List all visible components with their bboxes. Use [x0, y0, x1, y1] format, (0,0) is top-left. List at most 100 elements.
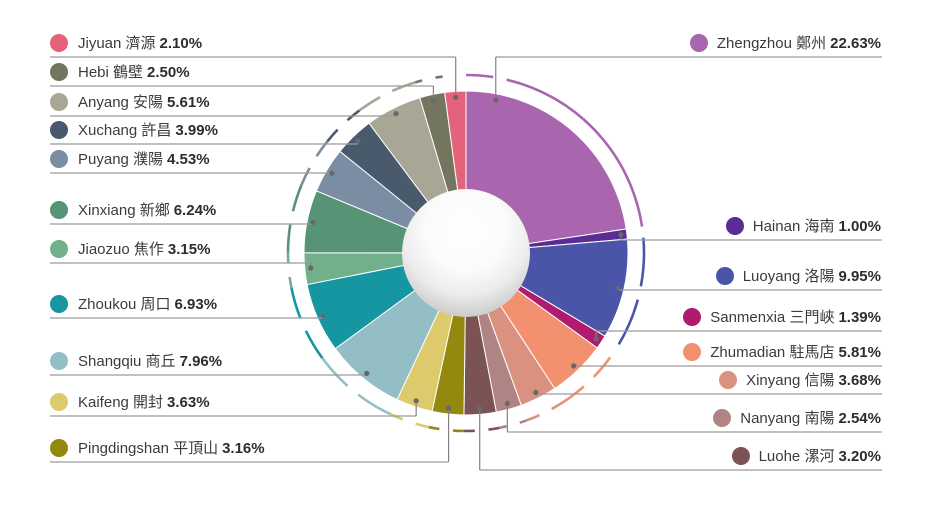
- legend-percent-sanmenxia: 1.39%: [838, 309, 881, 326]
- legend-label-luoyang: Luoyang 洛陽: [742, 268, 835, 285]
- legend-percent-kaifeng: 3.63%: [167, 394, 210, 411]
- legend-color-dot-xinyang: [719, 371, 738, 389]
- legend-percent-luohe: 3.20%: [838, 448, 881, 465]
- legend-label-xuchang: Xuchang 許昌: [78, 122, 172, 139]
- leader-dot-sanmenxia: [593, 336, 599, 342]
- legend-color-dot-xinxiang: [50, 201, 68, 219]
- legend-label-shangqiu: Shangqiu 商丘: [78, 353, 176, 370]
- legend-percent-jiyuan: 2.10%: [159, 35, 203, 52]
- legend-item-kaifeng: Kaifeng 開封 3.63%: [50, 392, 210, 414]
- legend-label-hainan: Hainan 海南: [752, 218, 835, 235]
- leader-dot-puyang: [329, 170, 335, 176]
- legend-item-jiyuan: Jiyuan 濟源 2.10%: [50, 33, 202, 55]
- legend-color-dot-shangqiu: [50, 352, 68, 370]
- legend-color-dot-zhumadian: [683, 343, 702, 361]
- ring-arc-shangqiu: [357, 393, 391, 416]
- legend-color-dot-anyang: [50, 93, 68, 111]
- legend-item-zhumadian: Zhumadian 駐馬店 5.81%: [683, 342, 881, 364]
- legend-item-zhengzhou: Zhengzhou 鄭州 22.63%: [689, 33, 881, 55]
- legend-label-xinyang: Xinyang 信陽: [746, 372, 835, 389]
- legend-color-dot-zhoukou: [50, 295, 68, 313]
- ring-arc-xinxiang: [286, 224, 292, 253]
- ring-arc-nanyang: [519, 419, 528, 424]
- legend-color-dot-hainan: [725, 217, 744, 235]
- legend-label-zhengzhou: Zhengzhou 鄭州: [716, 35, 827, 52]
- legend-item-jiaozuo: Jiaozuo 焦作 3.15%: [50, 239, 210, 261]
- legend-percent-xinxiang: 6.24%: [173, 202, 217, 219]
- leader-dot-luohe: [477, 405, 483, 411]
- legend-label-zhoukou: Zhoukou 周口: [78, 296, 171, 313]
- legend-color-dot-sanmenxia: [683, 308, 702, 326]
- legend-label-xinxiang: Xinxiang 新鄉: [78, 202, 170, 219]
- legend-item-anyang: Anyang 安陽 5.61%: [50, 92, 210, 114]
- ring-arc-zhoukou: [290, 287, 302, 319]
- legend-item-xinxiang: Xinxiang 新鄉 6.24%: [50, 200, 216, 222]
- legend-color-dot-jiyuan: [50, 34, 68, 52]
- ring-arc-pingdingshan: [428, 425, 440, 431]
- ring-arc-hebi: [414, 79, 423, 84]
- legend-color-dot-xuchang: [50, 121, 68, 139]
- legend-item-luoyang: Luoyang 洛陽 9.95%: [715, 266, 881, 288]
- legend-percent-zhoukou: 6.93%: [174, 296, 218, 313]
- center-sphere: [402, 189, 530, 317]
- ring-arc-jiaozuo: [288, 276, 293, 288]
- legend-percent-puyang: 4.53%: [167, 151, 210, 168]
- ring-arc-xinxiang: [291, 184, 303, 212]
- leader-dot-zhoukou: [320, 313, 326, 319]
- legend-color-dot-zhengzhou: [689, 34, 708, 52]
- legend-percent-jiaozuo: 3.15%: [167, 241, 211, 258]
- leader-dot-pingdingshan: [445, 405, 452, 411]
- legend-item-hainan: Hainan 海南 1.00%: [725, 216, 881, 238]
- legend-label-anyang: Anyang 安陽: [78, 94, 164, 111]
- legend-label-hebi: Hebi 鶴壁: [78, 64, 144, 81]
- ring-arc-xinyang: [551, 400, 565, 411]
- legend-color-dot-puyang: [50, 150, 68, 168]
- legend-item-shangqiu: Shangqiu 商丘 7.96%: [50, 351, 222, 373]
- legend-percent-nanyang: 2.54%: [838, 410, 881, 427]
- leader-dot-jiaozuo: [308, 265, 314, 271]
- legend-color-dot-jiaozuo: [50, 240, 68, 258]
- leader-dot-shangqiu: [364, 370, 370, 376]
- legend-percent-hebi: 2.50%: [147, 64, 190, 81]
- legend-percent-shangqiu: 7.96%: [179, 353, 223, 370]
- leader-dot-hainan: [618, 232, 624, 238]
- legend-label-puyang: Puyang 濮陽: [78, 151, 164, 168]
- ring-arc-zhengzhou: [506, 78, 644, 227]
- legend-color-dot-kaifeng: [50, 393, 68, 411]
- legend-percent-anyang: 5.61%: [167, 94, 210, 111]
- legend-percent-xuchang: 3.99%: [175, 122, 218, 139]
- legend-label-jiaozuo: Jiaozuo 焦作: [78, 241, 164, 258]
- ring-arc-luohe: [488, 426, 500, 431]
- legend-item-sanmenxia: Sanmenxia 三門峽 1.39%: [683, 307, 881, 329]
- legend-label-kaifeng: Kaifeng 開封: [78, 394, 164, 411]
- ring-arc-anyang: [358, 95, 381, 112]
- legend-item-xuchang: Xuchang 許昌 3.99%: [50, 120, 218, 142]
- ring-arc-xinyang: [526, 413, 540, 422]
- legend-item-luohe: Luohe 漯河 3.20%: [731, 446, 881, 468]
- ring-arc-luoyang: [639, 237, 646, 287]
- ring-arc-puyang: [315, 140, 329, 157]
- legend-item-pingdingshan: Pingdingshan 平頂山 3.16%: [50, 438, 265, 460]
- ring-arc-luoyang: [617, 299, 640, 346]
- legend-color-dot-pingdingshan: [50, 439, 68, 457]
- leader-dot-anyang: [393, 110, 399, 117]
- leader-dot-zhengzhou: [493, 97, 499, 103]
- ring-arc-kaifeng: [415, 422, 429, 429]
- legend-item-hebi: Hebi 鶴壁 2.50%: [50, 62, 190, 84]
- leader-dot-jiyuan: [453, 94, 459, 100]
- leader-dot-xinyang: [533, 389, 539, 396]
- leader-dot-xinxiang: [310, 219, 316, 225]
- legend-label-luohe: Luohe 漯河: [758, 448, 835, 465]
- legend-label-zhumadian: Zhumadian 駐馬店: [710, 344, 835, 361]
- pie-slices: [303, 90, 629, 416]
- ring-arc-nanyang: [499, 425, 507, 430]
- legend-color-dot-hebi: [50, 63, 68, 81]
- legend-percent-pingdingshan: 3.16%: [222, 440, 265, 457]
- ring-arc-zhoukou: [304, 330, 324, 359]
- leader-dot-nanyang: [504, 400, 510, 407]
- ring-arc-anyang: [391, 81, 416, 93]
- ring-arc-xuchang: [346, 109, 361, 122]
- leader-dot-hebi: [430, 97, 437, 104]
- legend-percent-xinyang: 3.68%: [838, 372, 881, 389]
